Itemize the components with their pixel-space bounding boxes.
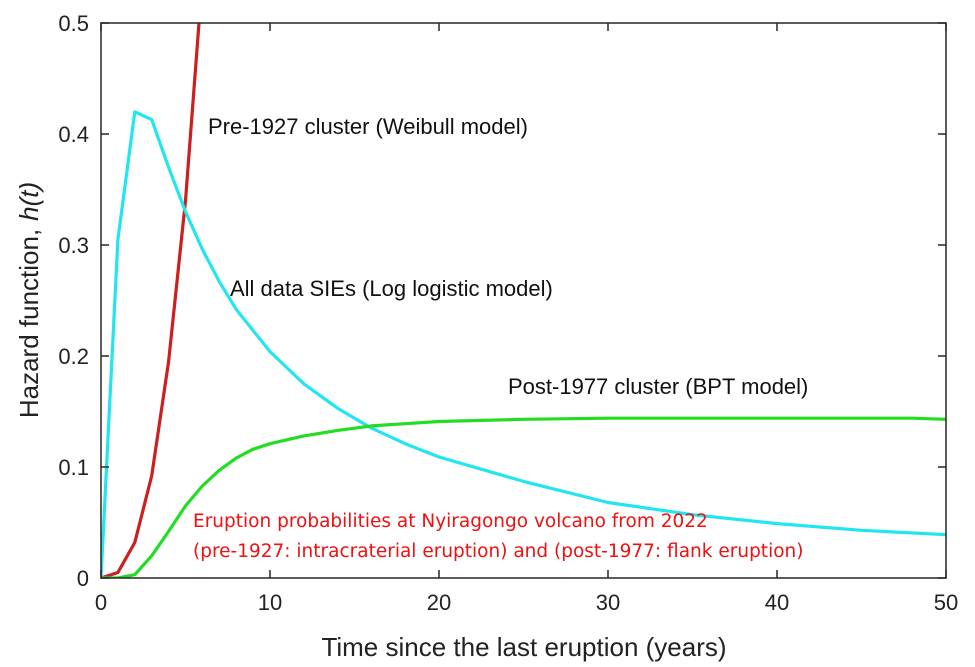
x-axis-label: Time since the last eruption (years) bbox=[321, 632, 726, 662]
y-tick-label: 0.1 bbox=[58, 455, 89, 480]
y-axis-label: Hazard function, h(t) bbox=[14, 182, 44, 418]
x-tick-label: 50 bbox=[934, 590, 958, 615]
label-pre-1927-weibull: Pre-1927 cluster (Weibull model) bbox=[208, 114, 528, 139]
x-tick-label: 40 bbox=[765, 590, 789, 615]
series-layer bbox=[101, 23, 946, 578]
y-axis-label-symbol: h(t) bbox=[14, 182, 44, 221]
y-axis-label-text: Hazard function, bbox=[14, 229, 44, 418]
x-tick-label: 30 bbox=[596, 590, 620, 615]
axes-frame bbox=[100, 22, 947, 579]
series-line-2 bbox=[101, 416, 946, 578]
plot-area: 0 10 20 30 40 50 0 0.1 0.2 0.3 0.4 0.5 bbox=[58, 11, 958, 615]
y-tick-label: 0.3 bbox=[58, 233, 89, 258]
x-tick-label: 20 bbox=[427, 590, 451, 615]
note-line-2: (pre-1927: intracraterial eruption) and … bbox=[193, 541, 803, 562]
y-tick-label: 0.5 bbox=[58, 11, 89, 36]
x-tick-label: 10 bbox=[258, 590, 282, 615]
y-tick-label: 0 bbox=[77, 566, 89, 591]
label-all-data-log-logistic: All data SIEs (Log logistic model) bbox=[230, 276, 553, 301]
series-line-1 bbox=[101, 110, 946, 578]
series-line-0 bbox=[101, 23, 201, 578]
note-line-1: Eruption probabilities at Nyiragongo vol… bbox=[193, 511, 708, 532]
y-tick-label: 0.2 bbox=[58, 344, 89, 369]
y-tick-label: 0.4 bbox=[58, 122, 89, 147]
tick-layer: 0 10 20 30 40 50 0 0.1 0.2 0.3 0.4 0.5 bbox=[58, 11, 958, 615]
x-tick-label: 0 bbox=[95, 590, 107, 615]
label-post-1977-bpt: Post-1977 cluster (BPT model) bbox=[508, 374, 808, 399]
